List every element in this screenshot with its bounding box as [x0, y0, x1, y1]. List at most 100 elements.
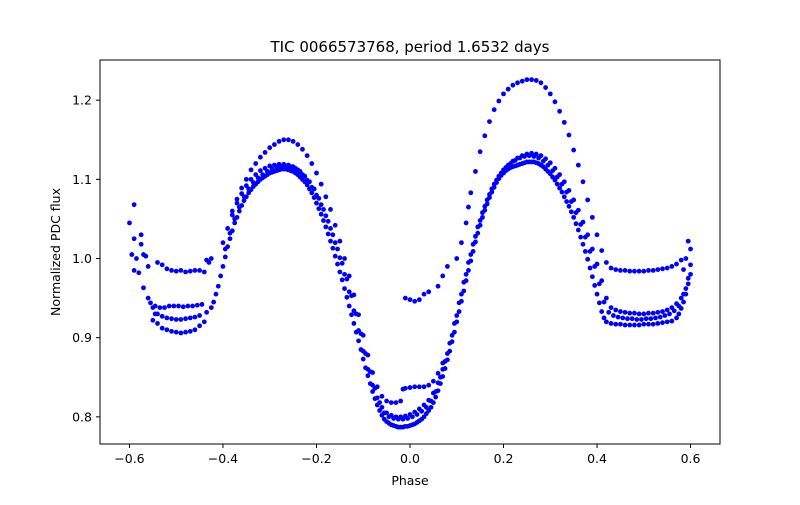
data-point: [194, 302, 200, 308]
data-point: [463, 271, 469, 277]
data-point: [608, 321, 614, 326]
data-point: [543, 156, 548, 162]
data-point: [164, 315, 170, 321]
data-point: [564, 199, 570, 204]
x-axis-ticks: −0.6 −0.4 −0.2 0.0 0.2 0.4 0.6: [114, 444, 701, 466]
data-point: [547, 91, 553, 97]
data-point: [178, 268, 184, 273]
data-point: [629, 316, 635, 322]
data-point: [627, 322, 633, 328]
data-point: [428, 404, 434, 410]
data-point: [166, 303, 172, 309]
data-point: [136, 270, 142, 276]
data-point: [599, 248, 605, 254]
data-point: [601, 299, 607, 305]
data-point: [222, 254, 228, 260]
data-point: [131, 236, 137, 242]
data-point: [159, 262, 165, 268]
data-point: [309, 184, 315, 190]
data-point: [402, 295, 408, 301]
data-point: [276, 161, 282, 167]
data-point: [445, 351, 450, 356]
data-point: [440, 273, 446, 279]
data-point: [262, 150, 268, 155]
data-point: [267, 145, 273, 151]
data-point: [599, 309, 605, 314]
data-point: [155, 260, 160, 265]
x-tick-label: 0.4: [587, 451, 607, 466]
data-point: [466, 260, 471, 265]
data-point: [421, 291, 427, 297]
data-point: [669, 264, 675, 269]
data-point: [218, 273, 224, 279]
data-point: [557, 108, 563, 114]
data-point: [145, 295, 151, 301]
data-point: [440, 360, 446, 366]
data-point: [571, 197, 577, 203]
data-point: [650, 268, 656, 273]
data-point: [407, 385, 413, 390]
data-point: [603, 295, 609, 301]
data-point: [314, 200, 319, 206]
data-point: [622, 309, 628, 315]
data-point: [131, 268, 137, 273]
data-point: [393, 414, 399, 420]
data-point: [571, 147, 577, 153]
data-point: [533, 151, 539, 157]
data-point: [653, 315, 658, 321]
data-point: [489, 186, 495, 192]
data-point: [325, 218, 331, 224]
data-point: [286, 137, 291, 143]
data-point: [332, 253, 338, 259]
data-point: [433, 394, 439, 400]
data-point: [374, 395, 380, 401]
data-point: [435, 370, 441, 376]
data-point: [582, 249, 588, 254]
data-point: [323, 194, 329, 200]
data-point: [309, 161, 315, 166]
data-point: [328, 226, 333, 231]
data-point: [379, 404, 385, 410]
data-point: [192, 327, 198, 333]
data-point: [674, 301, 679, 307]
data-point: [183, 329, 188, 335]
data-point: [678, 257, 684, 263]
data-point: [557, 172, 563, 178]
data-point: [557, 185, 563, 191]
data-point: [164, 266, 170, 272]
data-point: [667, 311, 672, 317]
data-point: [533, 78, 539, 83]
data-point: [655, 321, 661, 326]
data-point: [683, 256, 689, 261]
data-point: [454, 256, 460, 261]
data-point: [309, 190, 315, 196]
data-point: [365, 373, 371, 379]
data-point: [437, 374, 443, 380]
data-point: [685, 281, 691, 287]
data-point: [648, 316, 654, 322]
data-point: [676, 311, 682, 317]
data-point: [173, 317, 179, 322]
data-point: [344, 294, 350, 300]
data-point: [678, 295, 684, 301]
data-point: [183, 269, 188, 275]
data-point: [162, 305, 167, 311]
data-point: [190, 303, 195, 309]
data-point: [407, 297, 413, 303]
data-point: [192, 314, 198, 320]
data-point: [300, 146, 305, 152]
data-point: [337, 238, 343, 244]
data-point: [456, 309, 462, 314]
data-point: [339, 260, 345, 266]
data-point: [131, 202, 137, 208]
data-point: [589, 274, 595, 280]
data-point: [426, 382, 432, 388]
data-point: [402, 413, 408, 419]
data-point: [484, 197, 490, 203]
data-point: [178, 330, 184, 336]
data-point: [688, 271, 693, 277]
data-point: [430, 390, 436, 396]
data-point: [594, 291, 600, 297]
data-point: [328, 207, 333, 212]
